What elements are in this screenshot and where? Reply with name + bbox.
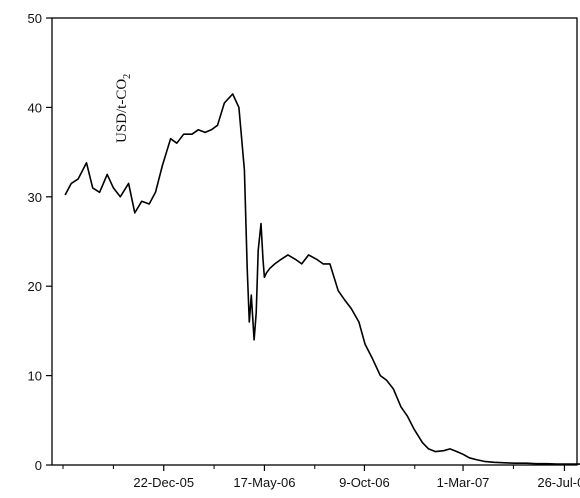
y-axis-ticks: 0 10 20 30 40 50: [28, 11, 52, 473]
y-tick-label-40: 40: [28, 100, 42, 115]
y-axis-title-main: USD/t-CO: [114, 79, 130, 143]
x-tick-label-1: 22-Dec-05: [133, 475, 194, 490]
price-series-line: [64, 93, 580, 465]
axes: [51, 17, 578, 466]
plot-frame: [51, 17, 578, 466]
x-tick-label-4: 1-Mar-07: [437, 475, 490, 490]
y-axis-title-subscript: 2: [122, 74, 133, 79]
x-tick-label-3: 9-Oct-06: [339, 475, 390, 490]
y-tick-label-0: 0: [35, 458, 42, 473]
y-tick-label-30: 30: [28, 190, 42, 205]
x-tick-label-5: 26-Jul-07: [537, 475, 580, 490]
y-tick-label-10: 10: [28, 369, 42, 384]
y-axis-title: USD/t-CO2: [114, 74, 133, 143]
y-tick-label-50: 50: [28, 11, 42, 26]
x-axis-ticks: 22-Dec-05 17-May-06 9-Oct-06 1-Mar-07 26-Jul…: [62, 465, 580, 490]
y-tick-label-20: 20: [28, 279, 42, 294]
x-tick-label-2: 17-May-06: [233, 475, 295, 490]
